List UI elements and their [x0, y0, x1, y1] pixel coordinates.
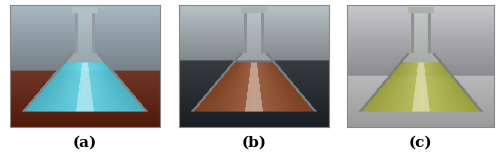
Text: (c): (c): [408, 135, 432, 149]
Text: (a): (a): [73, 135, 97, 149]
Text: (b): (b): [242, 135, 266, 149]
